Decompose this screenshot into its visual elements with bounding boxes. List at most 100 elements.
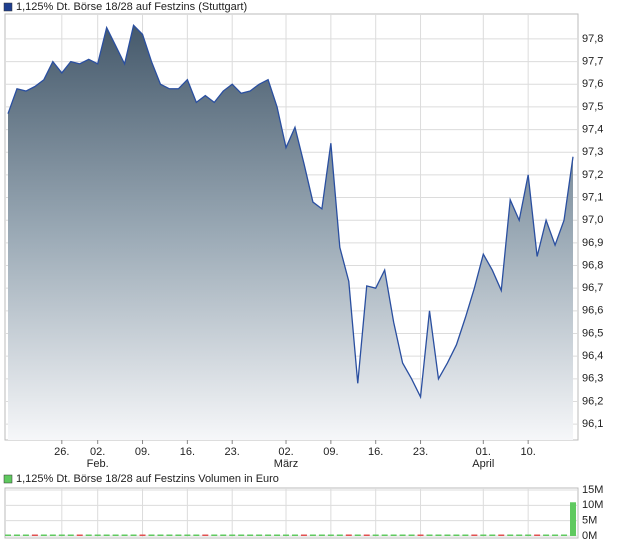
y-tick-label: 96,4 — [582, 350, 603, 362]
legend-swatch — [3, 474, 13, 484]
y-tick-label: 96,6 — [582, 305, 603, 317]
volume-bar — [471, 534, 478, 536]
volume-bar — [5, 534, 11, 536]
x-month-label: März — [274, 458, 298, 470]
volume-bar — [148, 534, 155, 536]
volume-bar — [211, 534, 218, 536]
volume-bar — [318, 534, 325, 536]
volume-bar — [534, 534, 541, 536]
y-tick-label: 10M — [582, 499, 603, 511]
volume-bar — [489, 534, 496, 536]
volume-bar — [85, 534, 92, 536]
y-tick-label: 97,0 — [582, 214, 603, 226]
y-tick-label: 0M — [582, 530, 597, 542]
x-month-label: April — [472, 458, 494, 470]
y-tick-label: 97,6 — [582, 78, 603, 90]
y-tick-label: 96,8 — [582, 259, 603, 271]
volume-bar — [525, 534, 532, 536]
volume-bar — [220, 534, 227, 536]
y-tick-label: 96,5 — [582, 327, 603, 339]
x-tick-label: 10. — [521, 446, 536, 458]
volume-bar — [480, 534, 487, 536]
legend-swatch — [3, 2, 13, 12]
volume-bar — [462, 534, 469, 536]
volume-bar — [139, 534, 146, 536]
volume-bar — [184, 534, 191, 536]
volume-bar — [112, 534, 119, 536]
volume-bar — [121, 534, 128, 536]
y-tick-label: 97,8 — [582, 33, 603, 45]
volume-bar — [130, 534, 137, 536]
plot-layer: 96,1 96,2 96,3 96,4 96,5 96,6 96,7 96,8 96,9 97,0… — [5, 14, 603, 542]
volume-bar — [157, 534, 164, 536]
volume-bar — [498, 534, 505, 536]
y-tick-label: 97,3 — [582, 146, 603, 158]
volume-bar — [561, 534, 568, 536]
y-tick-label: 97,5 — [582, 101, 603, 113]
x-tick-label: 26. — [54, 446, 69, 458]
volume-bar — [175, 534, 182, 536]
volume-bar — [94, 534, 101, 536]
y-tick-label: 15M — [582, 484, 603, 496]
x-tick-label: 23. — [225, 446, 240, 458]
volume-bar — [202, 534, 209, 536]
price-line — [7, 24, 574, 400]
x-tick-label: 16. — [180, 446, 195, 458]
volume-bar — [229, 534, 236, 536]
volume-bar — [516, 534, 523, 536]
volume-bar — [31, 534, 38, 536]
volume-bar — [345, 534, 352, 536]
volume-bar — [49, 534, 56, 536]
volume-bar — [256, 534, 263, 536]
volume-bar — [193, 534, 200, 536]
volume-bar — [363, 534, 370, 536]
y-tick-label: 96,3 — [582, 373, 603, 385]
volume-bar — [336, 534, 343, 536]
plot-frame — [4, 487, 579, 539]
volume-bar — [390, 534, 397, 536]
volume-bar — [274, 534, 281, 536]
volume-bar — [67, 534, 74, 536]
volume-bar — [408, 534, 415, 536]
x-tick-label: 01. — [476, 446, 491, 458]
volume-bar — [570, 502, 576, 536]
x-month-label: Feb. — [87, 458, 109, 470]
volume-bar — [300, 534, 307, 536]
volume-bar — [247, 534, 254, 536]
x-tick-label: 02. — [90, 446, 105, 458]
x-tick-label: 09. — [135, 446, 150, 458]
volume-bar — [552, 534, 559, 536]
volume-bar — [435, 534, 442, 536]
volume-bar — [507, 534, 514, 536]
volume-bar — [399, 534, 406, 536]
y-tick-label: 96,9 — [582, 237, 603, 249]
volume-bar — [58, 534, 65, 536]
volume-bar — [426, 534, 433, 536]
y-tick-label: 97,2 — [582, 169, 603, 181]
volume-bar — [444, 534, 451, 536]
volume-bar — [13, 534, 20, 536]
x-tick-label: 23. — [413, 446, 428, 458]
volume-bar — [453, 534, 460, 536]
volume-bar — [283, 534, 290, 536]
volume-bar — [291, 534, 298, 536]
volume-bar — [543, 534, 550, 536]
volume-bar — [265, 534, 272, 536]
volume-bar — [417, 534, 424, 536]
volume-bar — [238, 534, 245, 536]
y-tick-label: 97,4 — [582, 123, 603, 135]
volume-bar — [381, 534, 388, 536]
y-tick-label: 96,1 — [582, 418, 603, 430]
volume-bar — [103, 534, 110, 536]
y-tick-label: 97,1 — [582, 191, 603, 203]
x-tick-label: 09. — [323, 446, 338, 458]
x-tick-label: 02. — [278, 446, 293, 458]
volume-bar — [22, 534, 29, 536]
y-tick-label: 5M — [582, 515, 597, 527]
volume-bar — [327, 534, 334, 536]
y-tick-label: 96,2 — [582, 395, 603, 407]
volume-bar — [40, 534, 47, 536]
x-tick-label: 16. — [368, 446, 383, 458]
volume-bar — [309, 534, 316, 536]
